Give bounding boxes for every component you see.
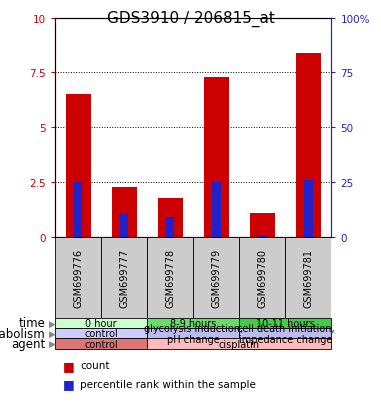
Bar — [55, 328, 147, 339]
Bar — [239, 328, 331, 339]
Text: GSM699779: GSM699779 — [211, 248, 221, 307]
Bar — [147, 318, 239, 328]
Bar — [193, 237, 239, 318]
Text: control: control — [85, 328, 118, 339]
Text: GSM699778: GSM699778 — [165, 248, 175, 307]
Text: count: count — [80, 361, 109, 370]
Text: GSM699776: GSM699776 — [73, 248, 83, 307]
Bar — [74, 183, 82, 237]
Text: glycolysis induction,
pH change: glycolysis induction, pH change — [144, 323, 243, 344]
Text: percentile rank within the sample: percentile rank within the sample — [80, 379, 256, 389]
Text: ▶: ▶ — [49, 339, 56, 348]
Bar — [101, 237, 147, 318]
Bar — [158, 198, 183, 237]
Text: 0 hour: 0 hour — [85, 318, 117, 328]
Text: control: control — [85, 339, 118, 349]
Bar — [55, 339, 147, 349]
Text: metabolism: metabolism — [0, 327, 46, 340]
Text: GSM699777: GSM699777 — [119, 248, 129, 307]
Bar — [204, 78, 229, 237]
Text: cisplatin: cisplatin — [219, 339, 260, 349]
Bar — [66, 95, 91, 237]
Bar — [239, 237, 285, 318]
Bar — [285, 237, 331, 318]
Bar — [55, 318, 147, 328]
Bar — [258, 235, 267, 237]
Text: GSM699781: GSM699781 — [303, 248, 314, 307]
Text: time: time — [19, 317, 46, 330]
Text: 10-11 hours: 10-11 hours — [256, 318, 315, 328]
Text: GSM699780: GSM699780 — [258, 248, 267, 307]
Bar — [212, 183, 221, 237]
Bar — [120, 214, 128, 237]
Text: cell death initiation,
impedance change: cell death initiation, impedance change — [237, 323, 334, 344]
Bar — [296, 54, 321, 237]
Text: 8-9 hours: 8-9 hours — [170, 318, 216, 328]
Bar — [147, 328, 239, 339]
Text: ■: ■ — [63, 377, 75, 391]
Text: GDS3910 / 206815_at: GDS3910 / 206815_at — [107, 10, 274, 26]
Bar — [166, 218, 174, 237]
Bar — [147, 339, 331, 349]
Text: agent: agent — [11, 337, 46, 350]
Bar — [304, 180, 312, 237]
Bar — [147, 237, 193, 318]
Bar — [112, 187, 137, 237]
Bar — [239, 318, 331, 328]
Text: ■: ■ — [63, 359, 75, 372]
Bar — [55, 237, 101, 318]
Text: ▶: ▶ — [49, 329, 56, 338]
Bar — [250, 214, 275, 237]
Text: ▶: ▶ — [49, 319, 56, 328]
